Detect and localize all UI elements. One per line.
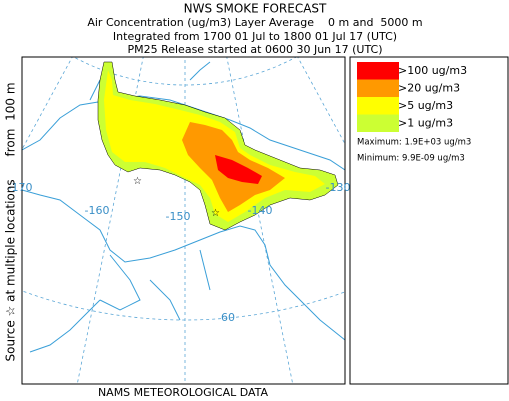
legend-swatch bbox=[357, 97, 399, 115]
legend-label: >100 ug/m3 bbox=[398, 64, 467, 77]
legend-label: >1 ug/m3 bbox=[398, 117, 453, 130]
source-star: ☆ bbox=[133, 176, 142, 187]
footer: NAMS METEOROLOGICAL DATA bbox=[98, 386, 269, 399]
source-star: ☆ bbox=[211, 208, 220, 219]
graticule-label: -170 bbox=[8, 181, 33, 194]
legend-swatch bbox=[357, 62, 399, 80]
legend-swatch bbox=[357, 79, 399, 97]
graticule-label: -130 bbox=[326, 181, 351, 194]
title: NWS SMOKE FORECAST bbox=[184, 2, 327, 16]
legend-label: >20 ug/m3 bbox=[398, 82, 460, 95]
maximum: Maximum: 1.9E+03 ug/m3 bbox=[357, 138, 471, 148]
source-note: Source ☆ at multiple locations from 100 … bbox=[4, 82, 18, 361]
legend-frame bbox=[349, 56, 509, 385]
legend: >100 ug/m3 >20 ug/m3 >5 ug/m3 >1 ug/m3 bbox=[357, 62, 467, 132]
smoke-plume bbox=[215, 155, 262, 184]
legend-label: >5 ug/m3 bbox=[398, 99, 453, 112]
graticule-label: -160 bbox=[85, 204, 110, 217]
graticule-label: 60 bbox=[221, 311, 235, 324]
subtitle: Integrated from 1700 01 Jul to 1800 01 J… bbox=[113, 30, 397, 43]
graticule-label: -140 bbox=[248, 204, 273, 217]
subtitle: PM25 Release started at 0600 30 Jun 17 (… bbox=[127, 43, 382, 56]
legend-swatch bbox=[357, 114, 399, 132]
minimum: Minimum: 9.9E-09 ug/m3 bbox=[357, 154, 465, 164]
map-frame bbox=[21, 56, 346, 385]
graticule-label: -150 bbox=[166, 210, 191, 223]
subtitle: Air Concentration (ug/m3) Layer Average … bbox=[87, 16, 422, 29]
